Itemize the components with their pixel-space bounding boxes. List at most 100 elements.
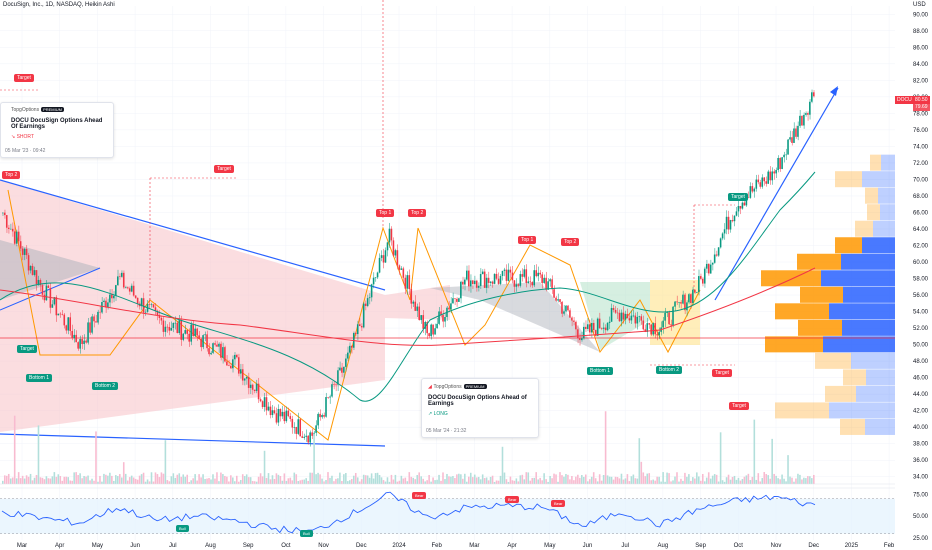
candle-body <box>388 228 391 243</box>
volume-bar <box>118 474 121 484</box>
candle-body <box>598 318 601 329</box>
candle-body <box>501 270 504 276</box>
time-tick: Jul <box>169 543 177 549</box>
volume-bar <box>21 475 24 484</box>
volume-bar <box>684 472 686 484</box>
price-tick: 72.00 <box>913 161 929 167</box>
candle-body <box>763 177 766 182</box>
candle-body <box>717 247 720 256</box>
candle-body <box>158 315 161 318</box>
volume-bar <box>295 474 298 484</box>
current-price-sub: 79.69 <box>913 103 930 111</box>
volume-bar <box>279 476 282 484</box>
volume-bar <box>109 472 111 484</box>
volume-bar <box>644 476 647 484</box>
volume-bar <box>130 475 133 484</box>
volume-bar <box>327 472 329 484</box>
volume-bar <box>85 476 87 484</box>
volume-bar <box>154 472 157 484</box>
volume-bar <box>473 474 476 484</box>
price-tick: 84.00 <box>913 62 929 68</box>
volume-bar <box>172 473 175 484</box>
volume-bar <box>17 472 20 484</box>
candle-body <box>297 419 300 434</box>
volume-bar <box>699 480 702 484</box>
rsi-panel <box>0 487 895 534</box>
candle-body <box>448 307 450 310</box>
volume-bar <box>797 473 799 484</box>
candle-body <box>200 339 202 348</box>
candle-body <box>469 280 472 287</box>
volume-bar <box>105 474 107 484</box>
candle-body <box>481 271 484 275</box>
candle-body <box>35 270 38 285</box>
volume-bar <box>222 474 224 484</box>
volume-bar <box>49 478 52 484</box>
volume-bar <box>2 480 4 484</box>
volume-bar <box>444 479 446 484</box>
candle-body <box>142 298 145 313</box>
idea-card-long[interactable]: ◢ TopgOptions PREMIUM DOCU DocuSign Optio… <box>421 378 539 438</box>
volume-bar <box>382 480 385 484</box>
candle-body <box>464 279 466 285</box>
candle-body <box>709 264 712 274</box>
volume-bar <box>390 474 393 484</box>
candle-body <box>719 238 722 248</box>
volume-bar <box>793 481 795 484</box>
candle-body <box>91 316 93 333</box>
volume-bar <box>723 481 726 484</box>
price-tick: 36.00 <box>913 458 929 464</box>
candle-body <box>493 273 496 284</box>
candle-body <box>140 298 143 307</box>
volume-bar <box>565 474 567 484</box>
volume-bar <box>63 476 66 484</box>
candle-body <box>3 212 6 216</box>
candle-body <box>555 297 557 301</box>
volume-bar <box>549 475 551 484</box>
candle-body <box>420 315 422 321</box>
candle-body <box>668 312 670 325</box>
volume-bar <box>418 472 420 484</box>
volume-bar <box>616 477 619 484</box>
volume-bar <box>801 479 803 484</box>
volume-bar <box>337 478 339 484</box>
volume-bar <box>392 479 395 484</box>
volume-bar <box>719 432 722 484</box>
candle-body <box>337 370 339 385</box>
idea-title[interactable]: DOCU DocuSign Options Ahead of Earnings <box>428 395 527 407</box>
volume-bar <box>73 472 75 484</box>
candle-body <box>160 317 163 321</box>
volume-bar <box>773 473 775 484</box>
candle-body <box>263 397 266 407</box>
candle-body <box>579 338 581 341</box>
ticker-tag: DOCU <box>895 96 914 104</box>
candle-body <box>136 297 139 304</box>
candle-body <box>497 278 500 284</box>
volume-bar <box>47 478 50 484</box>
candle-body <box>212 343 214 353</box>
volume-bar <box>426 480 428 484</box>
volume-bar <box>424 481 426 484</box>
candle-body <box>128 288 131 292</box>
candle-body <box>257 383 260 400</box>
volume-bar <box>386 477 389 484</box>
idea-title[interactable]: DOCU DocuSign Options Ahead Of Earnings <box>11 118 103 130</box>
candle-body <box>152 304 155 308</box>
volume-bar <box>717 481 720 484</box>
volume-bar <box>87 475 89 484</box>
candle-body <box>120 272 123 277</box>
volume-bar <box>71 480 73 484</box>
volume-bar <box>690 480 692 484</box>
volume-bar <box>232 477 234 484</box>
candle-body <box>291 418 294 428</box>
candle-body <box>356 324 359 335</box>
volume-bar <box>529 480 532 484</box>
candle-body <box>600 328 603 329</box>
idea-card-short[interactable]: TopgOptions PREMIUM DOCU DocuSign Options… <box>0 102 114 158</box>
price-tick: 64.00 <box>913 227 929 233</box>
candle-body <box>47 285 50 288</box>
vp-bar-blue <box>862 171 895 188</box>
candle-body <box>37 279 40 285</box>
candle-body <box>378 257 381 273</box>
